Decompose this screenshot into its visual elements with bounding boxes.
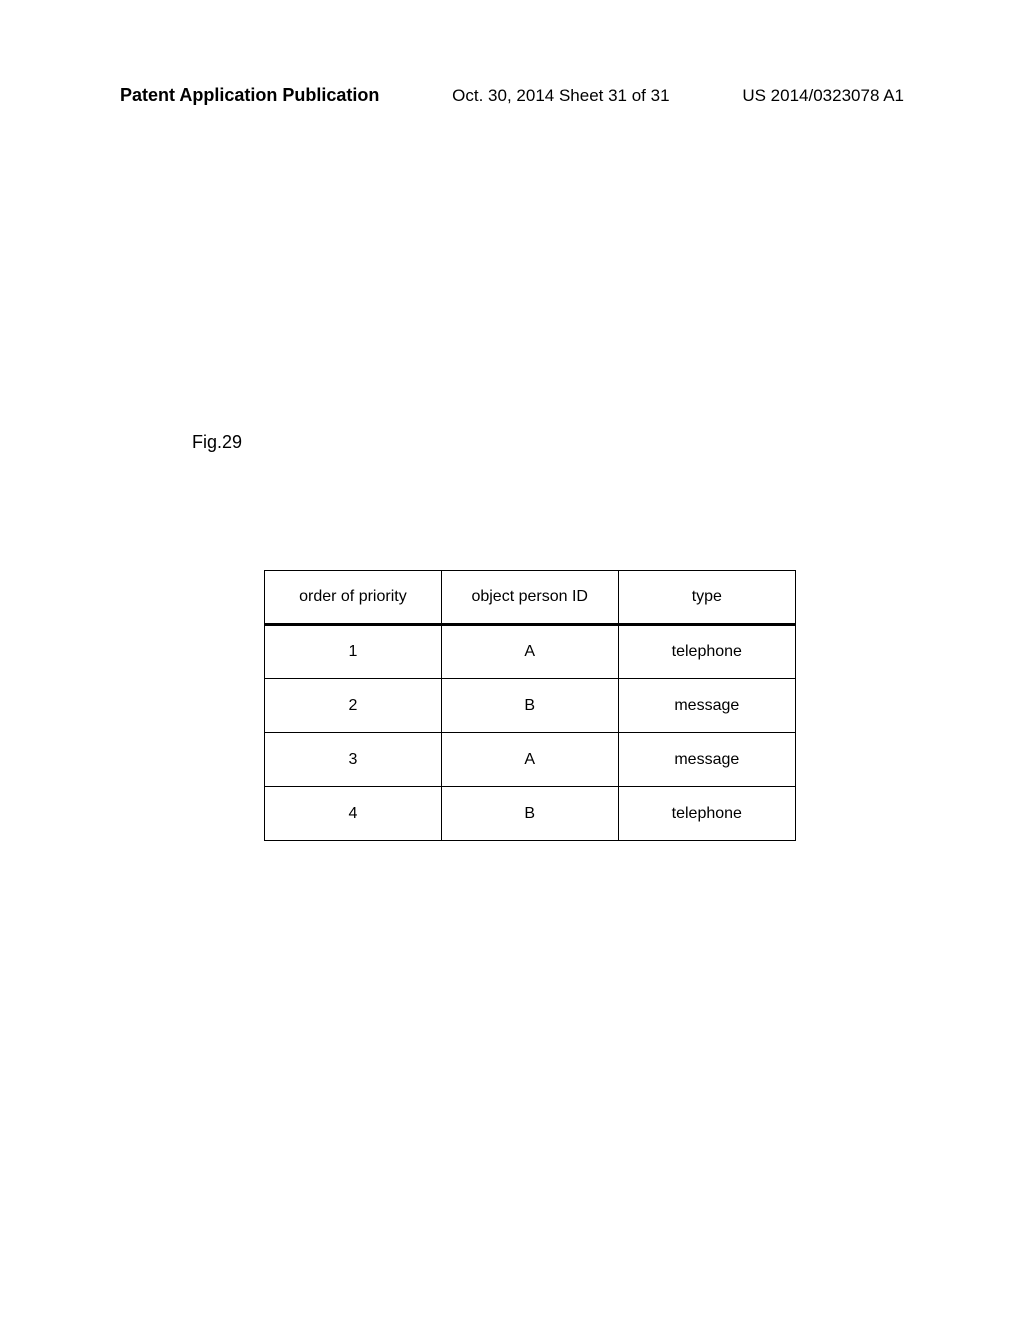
page-header: Patent Application Publication Oct. 30, …	[0, 85, 1024, 106]
cell-person-id: B	[441, 679, 618, 733]
cell-type: message	[618, 679, 795, 733]
header-patent-number: US 2014/0323078 A1	[742, 86, 904, 106]
header-date-sheet: Oct. 30, 2014 Sheet 31 of 31	[452, 86, 669, 106]
cell-priority: 3	[265, 733, 442, 787]
cell-person-id: A	[441, 625, 618, 679]
table-row: 2 B message	[265, 679, 796, 733]
cell-type: telephone	[618, 787, 795, 841]
column-header-person-id: object person ID	[441, 571, 618, 625]
cell-person-id: B	[441, 787, 618, 841]
priority-table: order of priority object person ID type …	[264, 570, 796, 841]
priority-table-container: order of priority object person ID type …	[264, 570, 796, 841]
table-header-row: order of priority object person ID type	[265, 571, 796, 625]
cell-priority: 1	[265, 625, 442, 679]
table-row: 4 B telephone	[265, 787, 796, 841]
column-header-type: type	[618, 571, 795, 625]
cell-priority: 4	[265, 787, 442, 841]
cell-person-id: A	[441, 733, 618, 787]
figure-label: Fig.29	[192, 432, 242, 453]
header-publication-label: Patent Application Publication	[120, 85, 379, 106]
cell-type: message	[618, 733, 795, 787]
cell-priority: 2	[265, 679, 442, 733]
table-row: 3 A message	[265, 733, 796, 787]
cell-type: telephone	[618, 625, 795, 679]
column-header-priority: order of priority	[265, 571, 442, 625]
table-row: 1 A telephone	[265, 625, 796, 679]
